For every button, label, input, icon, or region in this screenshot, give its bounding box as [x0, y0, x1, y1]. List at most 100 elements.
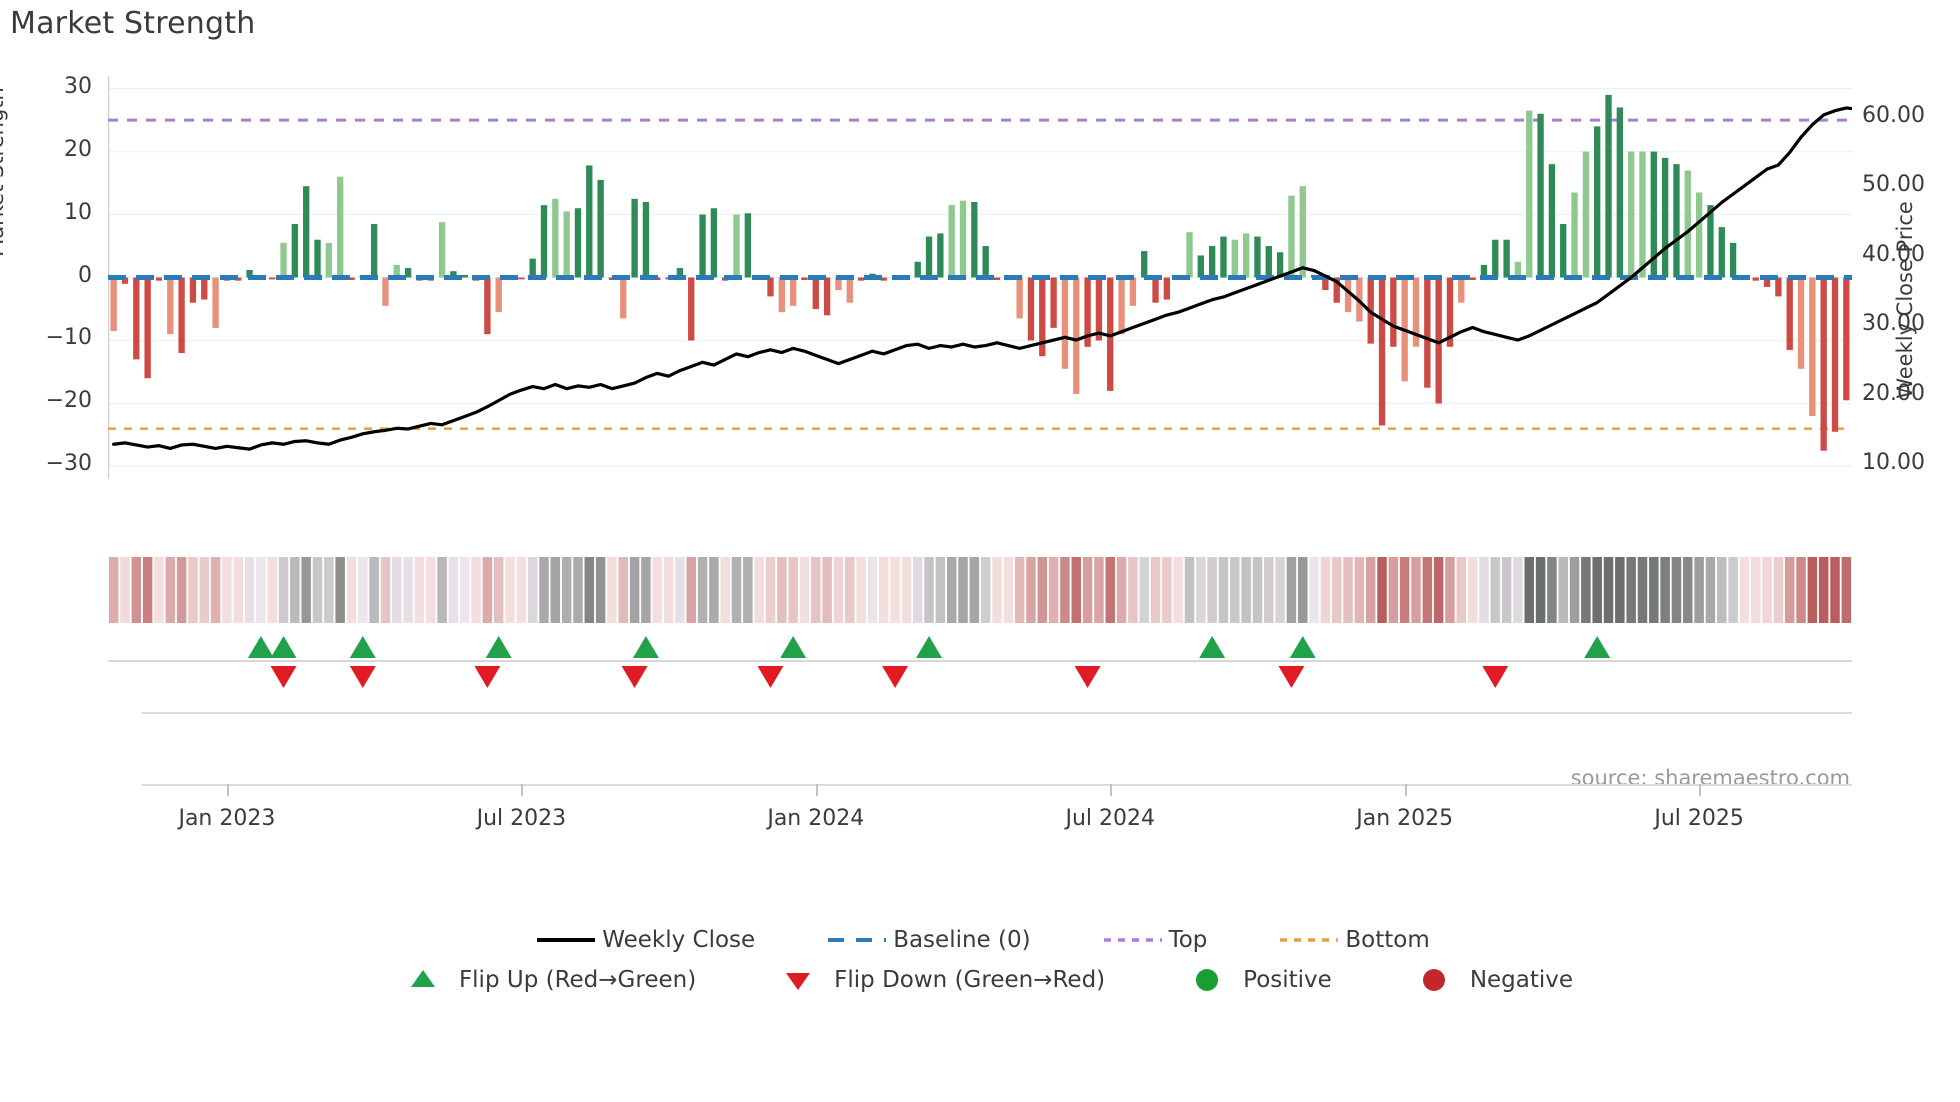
bar: [529, 258, 536, 278]
heat-cell: [1660, 557, 1670, 623]
bar: [450, 271, 457, 278]
bar: [1831, 277, 1839, 432]
y-tick-left-10: 10: [64, 199, 92, 225]
heat-cell: [958, 557, 968, 623]
heat-cell: [120, 557, 130, 623]
bar: [631, 198, 638, 278]
legend-item-flip-down-green-red[interactable]: Flip Down (Green→Red): [762, 967, 1105, 993]
heat-cell: [369, 557, 379, 623]
line-dotted-orange-icon: [1280, 938, 1339, 942]
heat-cell: [856, 557, 866, 623]
heat-cell: [901, 557, 912, 623]
y-tick-right-40.00: 40.00: [1862, 241, 1925, 267]
bar: [586, 165, 593, 278]
bar: [959, 200, 967, 278]
flip-down-marker: [474, 666, 501, 688]
heat-cell: [1230, 557, 1240, 623]
heat-cell: [709, 557, 719, 623]
footer-rule-top: [142, 712, 1852, 714]
bar: [1333, 277, 1340, 303]
heat-cell: [1286, 557, 1297, 623]
legend-glyph: [530, 927, 602, 953]
heat-cell: [1750, 557, 1761, 623]
bar: [167, 277, 174, 335]
heat-cell: [777, 557, 787, 623]
bar: [676, 268, 684, 278]
y-tick-left-neg10: −10: [45, 325, 92, 351]
plot-canvas: [108, 76, 1852, 479]
bar: [1763, 277, 1771, 287]
heat-cell: [641, 557, 651, 623]
legend-item-top[interactable]: Top: [1097, 927, 1207, 953]
heat-cell: [912, 557, 923, 623]
flip-down-marker: [1278, 666, 1305, 688]
heat-cell: [324, 557, 334, 623]
heat-cell: [1717, 557, 1727, 623]
bar: [1684, 170, 1691, 278]
heat-cell: [573, 557, 583, 623]
weekly-close-line: [112, 106, 1852, 451]
bar: [1039, 277, 1046, 357]
heat-cell: [811, 557, 821, 623]
heat-cell: [1275, 557, 1285, 623]
flip-down-marker: [349, 666, 376, 688]
heat-cell: [459, 557, 470, 623]
bar: [699, 214, 706, 278]
bar: [1786, 277, 1793, 350]
bar: [325, 242, 333, 278]
bar: [597, 179, 604, 278]
bar: [1605, 94, 1612, 278]
legend-item-positive[interactable]: Positive: [1171, 967, 1332, 993]
heat-cell: [1603, 557, 1614, 623]
heat-cell: [1377, 557, 1387, 623]
heat-cell: [1456, 557, 1467, 623]
heat-cell: [516, 557, 527, 623]
heat-cell: [188, 557, 198, 623]
bar: [948, 205, 955, 278]
bar: [1446, 277, 1454, 347]
x-tick-mark: [1404, 784, 1407, 796]
legend-item-baseline-0[interactable]: Baseline (0): [821, 927, 1031, 953]
y-tick-right-30.00: 30.00: [1862, 311, 1925, 337]
heat-cell: [845, 557, 855, 623]
bar: [1242, 233, 1250, 278]
heat-cell: [743, 557, 753, 623]
bar: [110, 277, 117, 332]
heat-cell: [1094, 557, 1104, 623]
flip-up-marker: [916, 636, 943, 658]
bar: [1197, 255, 1205, 278]
legend-glyph: [1171, 967, 1243, 993]
bar: [1254, 236, 1261, 278]
bar: [823, 277, 831, 316]
heat-cell: [471, 557, 481, 623]
bar: [1276, 252, 1284, 278]
heat-cell: [584, 557, 595, 623]
bar: [1752, 277, 1759, 281]
heat-cell: [358, 557, 368, 623]
heat-cell: [1728, 557, 1738, 623]
legend-item-weekly-close[interactable]: Weekly Close: [530, 927, 755, 953]
legend-item-flip-up-red-green[interactable]: Flip Up (Red→Green): [387, 967, 696, 993]
bar: [1729, 242, 1737, 278]
legend-item-negative[interactable]: Negative: [1398, 967, 1573, 993]
bar: [1084, 277, 1091, 347]
heat-cell: [108, 557, 119, 623]
x-tick-mark: [1699, 784, 1702, 796]
chart-legend: Weekly Close Baseline (0) Top Bottom Flip U…: [0, 920, 1960, 1000]
heat-cell: [1615, 557, 1625, 623]
heat-cell: [437, 557, 447, 623]
heat-cell: [1320, 557, 1331, 623]
heat-cell: [833, 557, 844, 623]
bar: [620, 277, 627, 319]
x-tick-mark: [815, 784, 818, 796]
heat-cell: [1252, 557, 1263, 623]
heat-cell: [346, 557, 357, 623]
market-strength-plot: [108, 76, 1852, 479]
legend-item-bottom[interactable]: Bottom: [1273, 927, 1430, 953]
heat-cell: [1241, 557, 1251, 623]
legend-label: Bottom: [1345, 927, 1430, 953]
bar: [1650, 151, 1657, 278]
bar: [1288, 195, 1295, 278]
flip-markers-band: [108, 632, 1960, 690]
bar: [461, 274, 468, 278]
